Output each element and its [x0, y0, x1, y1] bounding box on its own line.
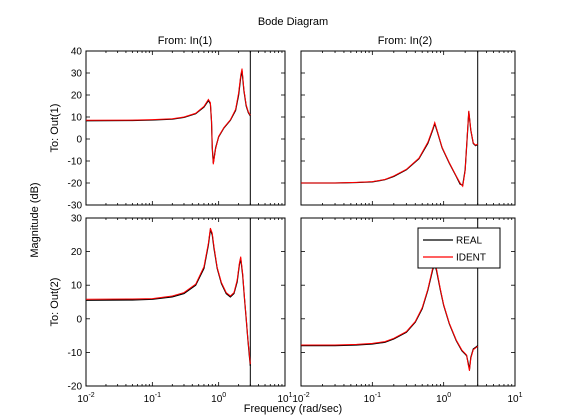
y-tick-label: -20	[68, 382, 83, 393]
x-tick-label: 10-1	[364, 392, 381, 405]
legend: REAL IDENT	[417, 227, 501, 269]
series-ident-line	[301, 259, 479, 371]
y-tick-label: -20	[68, 179, 83, 190]
y-tick-label: 40	[71, 47, 83, 58]
series-ident-line	[85, 68, 251, 165]
chart-title: Bode Diagram	[258, 16, 328, 28]
y-tick-label: 20	[71, 91, 83, 102]
x-tick-label: 10-2	[292, 392, 309, 405]
x-tick-label: 101	[277, 392, 292, 405]
panel-r1-c2	[300, 50, 516, 206]
x-tick-label: 10-2	[77, 392, 94, 405]
x-tick-label: 101	[507, 392, 522, 405]
series-ident-line	[85, 227, 251, 365]
legend-label-ident: IDENT	[456, 253, 486, 264]
panel-r2-c2: 10-2 10-1 100 101	[292, 217, 523, 405]
y-tick-label: -10	[68, 348, 83, 359]
x-tick-label: 100	[211, 392, 226, 405]
x-axis-label: Frequency (rad/sec)	[244, 403, 342, 415]
panel-frame	[85, 217, 286, 387]
y-tick-label: 30	[71, 69, 83, 80]
y-tick-label: 10	[71, 113, 83, 124]
series-ident-line	[301, 110, 478, 188]
panel-frame	[300, 217, 516, 387]
y-tick-label: 0	[76, 135, 82, 146]
panel-frame	[85, 50, 286, 206]
y-tick-label: 30	[71, 214, 83, 225]
x-tick-label: 100	[436, 392, 451, 405]
y-tick-label: 20	[71, 247, 83, 258]
y-axis-label: Magnitude (dB)	[29, 182, 41, 257]
row-label-1: To: Out(1)	[49, 104, 61, 153]
y-tick-label: -30	[68, 201, 83, 212]
column-title-1: From: In(1)	[158, 35, 212, 47]
y-tick-label: -10	[68, 157, 83, 168]
legend-label-real: REAL	[456, 236, 483, 247]
panel-r1-c1: -30 -20 -10 0 10 20 30 40	[68, 47, 286, 212]
y-tick-label: 0	[76, 314, 82, 325]
row-label-2: To: Out(2)	[49, 278, 61, 327]
x-tick-label: 10-1	[144, 392, 161, 405]
panel-frame	[300, 50, 516, 206]
panel-r2-c1: -20 -10 0 10 20 30 10-2 10-1 100 101	[68, 214, 293, 406]
legend-box	[417, 227, 501, 269]
y-tick-label: 10	[71, 281, 83, 292]
column-title-2: From: In(2)	[378, 35, 432, 47]
